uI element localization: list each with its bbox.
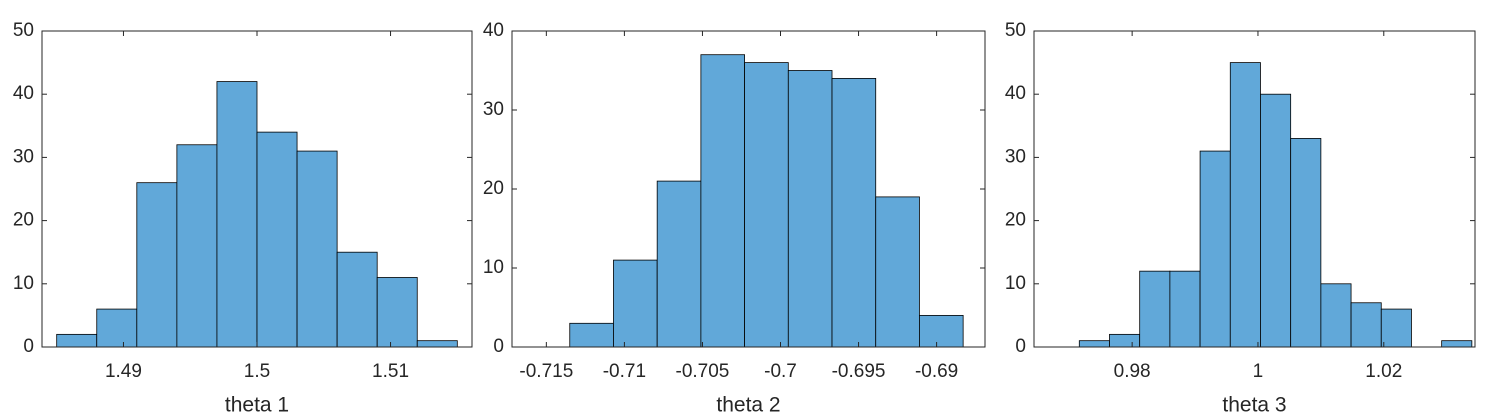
- bar: [176, 144, 218, 348]
- bar: [1199, 150, 1231, 348]
- y-tick-label: 30: [13, 146, 34, 167]
- bar: [1260, 93, 1292, 348]
- bar: [787, 70, 833, 348]
- y-tick-label: 40: [483, 20, 504, 41]
- y-tick-label: 0: [493, 336, 504, 357]
- x-axis-label: theta 3: [1222, 394, 1286, 417]
- x-axis-label: theta 1: [225, 394, 289, 417]
- bar: [919, 314, 964, 348]
- bar: [1290, 138, 1322, 348]
- bar: [1139, 270, 1171, 348]
- y-tick-label: 40: [13, 83, 34, 104]
- x-tick-label: 1.02: [1365, 361, 1402, 382]
- bar: [1229, 62, 1261, 348]
- y-tick-label: 10: [13, 273, 34, 294]
- bar: [336, 251, 378, 348]
- y-tick-label: 30: [1005, 146, 1026, 167]
- bar: [1169, 270, 1201, 348]
- bar: [1350, 302, 1382, 348]
- axes-box: [1033, 30, 1476, 348]
- bar: [744, 62, 789, 348]
- y-tick-label: 20: [1005, 210, 1026, 231]
- x-tick-label: -0.695: [832, 361, 886, 382]
- bar: [1441, 340, 1473, 348]
- bar: [1320, 283, 1352, 348]
- x-tick-label: -0.715: [519, 361, 573, 382]
- bar: [296, 150, 338, 348]
- x-tick-label: 0.98: [1114, 361, 1151, 382]
- y-tick-label: 40: [1005, 83, 1026, 104]
- bar: [656, 180, 702, 348]
- y-tick-label: 10: [483, 257, 504, 278]
- x-tick-label: -0.69: [915, 361, 958, 382]
- x-tick-label: 1.49: [105, 361, 142, 382]
- bar: [1380, 308, 1412, 348]
- x-tick-label: -0.71: [603, 361, 646, 382]
- bar: [569, 322, 614, 348]
- bar: [56, 333, 98, 348]
- bar: [136, 182, 178, 348]
- y-tick-label: 50: [1005, 20, 1026, 41]
- x-tick-label: 1.5: [244, 361, 270, 382]
- y-tick-label: 20: [13, 210, 34, 231]
- bar: [1078, 340, 1110, 348]
- y-tick-label: 0: [23, 336, 34, 357]
- bar: [1109, 333, 1141, 348]
- x-tick-label: -0.7: [764, 361, 797, 382]
- x-tick-label: -0.705: [676, 361, 730, 382]
- x-tick-label: 1: [1253, 361, 1264, 382]
- y-tick-label: 10: [1005, 273, 1026, 294]
- bar: [700, 54, 745, 348]
- bar: [96, 308, 138, 348]
- y-tick-label: 20: [483, 178, 504, 199]
- bar: [831, 78, 877, 348]
- y-tick-label: 0: [1015, 336, 1026, 357]
- y-tick-label: 50: [13, 20, 34, 41]
- y-tick-label: 30: [483, 99, 504, 120]
- bar: [613, 259, 658, 348]
- bar: [216, 81, 258, 348]
- bar: [376, 277, 418, 348]
- x-tick-label: 1.51: [372, 361, 409, 382]
- bar: [256, 131, 298, 348]
- x-axis-label: theta 2: [716, 394, 780, 417]
- bar: [875, 196, 920, 348]
- bar: [416, 340, 458, 348]
